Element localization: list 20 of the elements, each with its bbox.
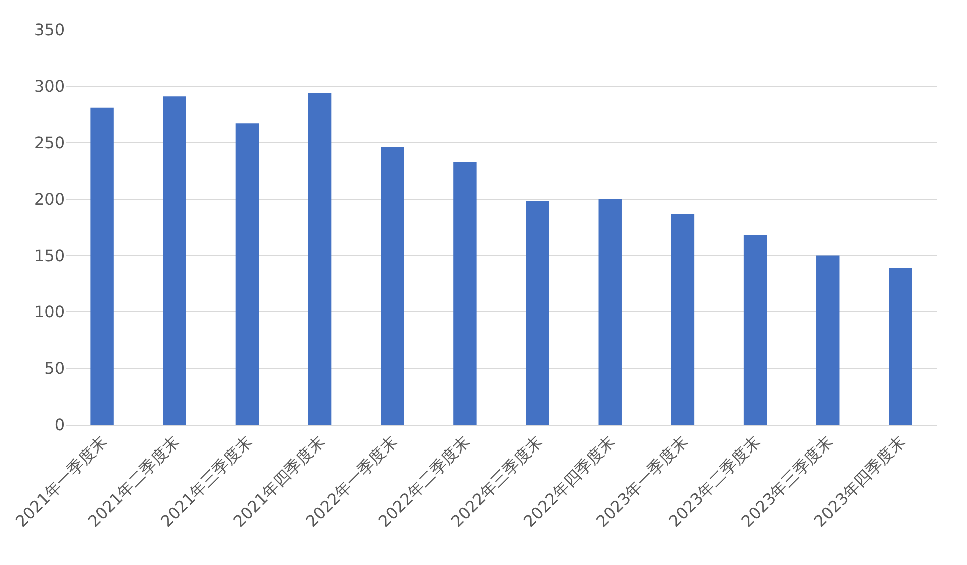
bar — [671, 214, 695, 425]
bar — [90, 108, 114, 425]
bar — [454, 162, 477, 425]
y-tick-label: 0 — [54, 416, 65, 435]
y-tick-label: 300 — [34, 77, 65, 96]
y-tick-label: 350 — [34, 20, 65, 40]
y-tick-label: 200 — [34, 190, 65, 209]
bar — [526, 202, 550, 425]
y-tick-label: 150 — [34, 246, 65, 266]
y-tick-label: 100 — [34, 302, 65, 322]
y-tick-label: 50 — [44, 359, 65, 378]
bar — [163, 96, 186, 425]
bar — [744, 235, 768, 425]
y-tick-label: 250 — [34, 133, 65, 152]
bar — [598, 199, 622, 425]
bar — [236, 124, 260, 425]
bar — [816, 256, 840, 425]
bar — [889, 268, 912, 425]
bar — [308, 93, 332, 425]
bar — [381, 147, 404, 425]
